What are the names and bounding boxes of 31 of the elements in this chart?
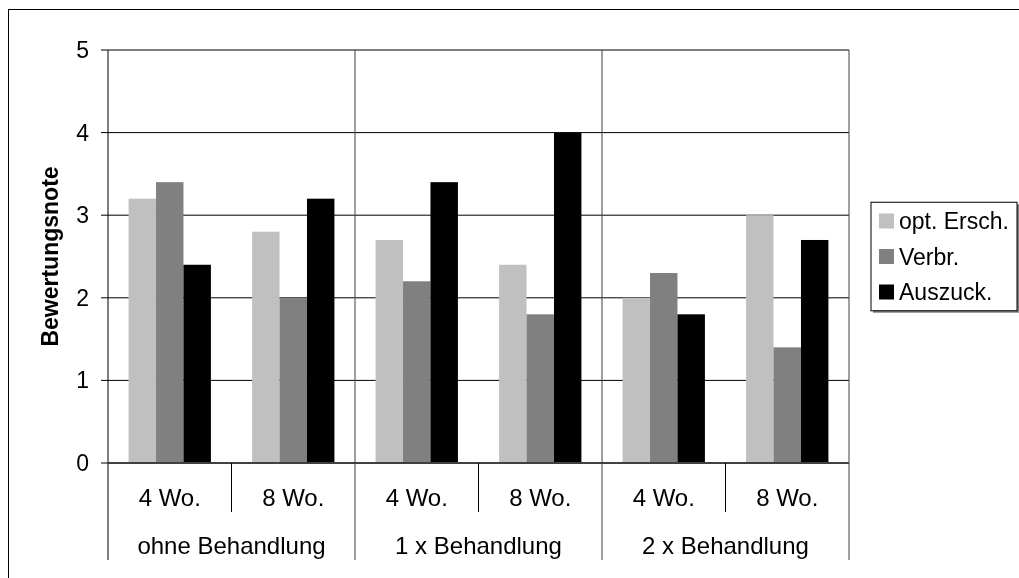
text: 2 x Behandlung — [642, 531, 809, 559]
bar — [650, 273, 678, 463]
y-axis-title: Bewertungsnote — [37, 166, 63, 347]
x-tick-label: 8 Wo. — [262, 483, 325, 511]
text: ohne Behandlung — [137, 531, 326, 559]
bar — [252, 231, 280, 463]
y-tick-label: 1 — [76, 367, 89, 394]
bar — [746, 215, 774, 463]
bar — [499, 264, 527, 463]
y-tick-label: 0 — [76, 450, 89, 476]
legend-label: Auszuck. — [899, 279, 993, 305]
legend-label: Verbr. — [899, 243, 960, 270]
x-tick-label: 4 Wo. — [138, 483, 201, 511]
bar — [773, 347, 801, 463]
y-tick-label: 5 — [76, 37, 89, 63]
text: 1 x Behandlung — [395, 531, 562, 559]
x-tick-label: 4 Wo. — [632, 483, 695, 511]
bar — [128, 198, 157, 463]
x-tick-label: 8 Wo. — [756, 483, 819, 511]
bar — [526, 314, 554, 463]
y-tick-label: 3 — [76, 202, 89, 229]
bar — [403, 281, 431, 463]
legend-label: opt. Ersch. — [899, 208, 1009, 234]
bar — [279, 297, 307, 463]
bar — [622, 297, 651, 463]
x-tick-label: 4 Wo. — [385, 483, 448, 511]
y-tick-label: 2 — [76, 284, 89, 311]
bar — [156, 182, 184, 463]
bar — [375, 239, 404, 463]
y-tick-label: 4 — [76, 119, 90, 146]
x-tick-label: 8 Wo. — [509, 483, 572, 511]
